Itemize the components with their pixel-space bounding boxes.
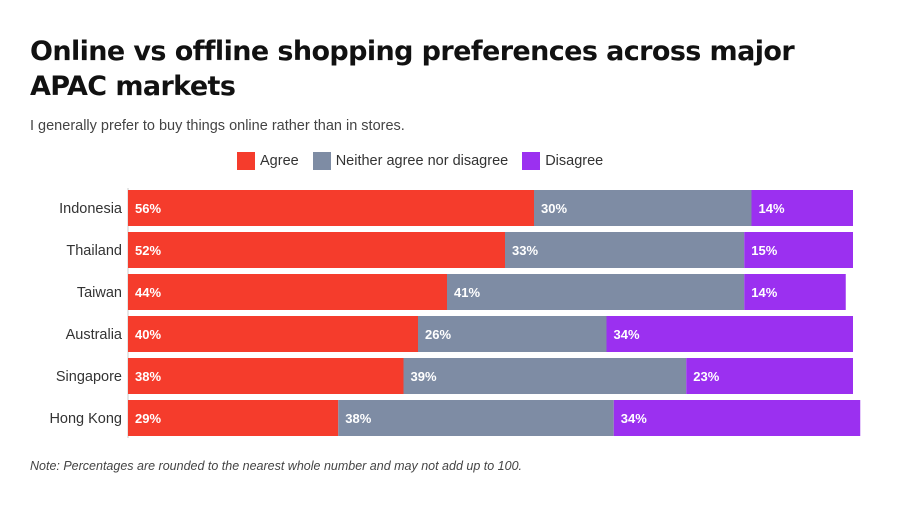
bar-agree-thailand xyxy=(128,232,505,268)
data-label-disagree-taiwan: 14% xyxy=(751,285,777,300)
bar-neither-hong-kong xyxy=(338,400,614,436)
chart-subtitle: I generally prefer to buy things online … xyxy=(30,118,405,134)
data-label-agree-singapore: 38% xyxy=(135,369,161,384)
bar-disagree-taiwan xyxy=(744,274,846,310)
legend-item-neither: Neither agree nor disagree xyxy=(312,152,509,170)
bar-disagree-indonesia xyxy=(751,190,853,226)
bar-agree-taiwan xyxy=(128,274,447,310)
data-label-neither-thailand: 33% xyxy=(512,243,538,258)
chart-title: Online vs offline shopping preferences a… xyxy=(30,36,795,102)
category-label-indonesia: Indonesia xyxy=(59,201,123,217)
legend-item-disagree: Disagree xyxy=(522,152,603,170)
bar-agree-indonesia xyxy=(128,190,534,226)
data-label-agree-taiwan: 44% xyxy=(135,285,161,300)
data-label-disagree-singapore: 23% xyxy=(693,369,719,384)
legend-swatch-agree xyxy=(237,152,255,170)
bar-neither-taiwan xyxy=(447,274,745,310)
legend-swatch-neither xyxy=(312,152,331,170)
category-label-singapore: Singapore xyxy=(56,369,122,385)
bar-neither-australia xyxy=(418,316,607,352)
category-label-taiwan: Taiwan xyxy=(77,285,122,301)
legend-label-disagree: Disagree xyxy=(545,153,604,169)
bar-disagree-australia xyxy=(606,316,853,352)
data-label-agree-thailand: 52% xyxy=(135,243,161,258)
category-label-hong-kong: Hong Kong xyxy=(49,411,122,427)
data-label-disagree-indonesia: 14% xyxy=(759,201,785,216)
data-label-neither-taiwan: 41% xyxy=(454,285,480,300)
data-label-agree-hong-kong: 29% xyxy=(135,411,161,426)
chart-note: Note: Percentages are rounded to the nea… xyxy=(30,459,522,473)
bar-neither-singapore xyxy=(403,358,687,394)
data-label-agree-australia: 40% xyxy=(135,327,161,342)
bar-disagree-singapore xyxy=(686,358,853,394)
data-label-neither-hong-kong: 38% xyxy=(345,411,371,426)
legend-label-neither: Neither agree nor disagree xyxy=(335,153,509,169)
data-label-agree-indonesia: 56% xyxy=(135,201,161,216)
bar-agree-hong-kong xyxy=(128,400,339,436)
data-label-disagree-thailand: 15% xyxy=(751,243,777,258)
bar-neither-thailand xyxy=(505,232,745,268)
data-label-neither-australia: 26% xyxy=(425,327,451,342)
legend-label-agree: Agree xyxy=(260,153,299,169)
legend-swatch-disagree xyxy=(522,152,541,170)
legend-item-agree: Agree xyxy=(237,152,299,170)
legend: Agree Neither agree nor disagree Disagre… xyxy=(237,152,617,170)
category-label-australia: Australia xyxy=(66,327,123,343)
data-label-disagree-hong-kong: 34% xyxy=(621,411,647,426)
data-label-neither-indonesia: 30% xyxy=(541,201,567,216)
bar-agree-singapore xyxy=(128,358,404,394)
bar-disagree-thailand xyxy=(744,232,853,268)
category-label-thailand: Thailand xyxy=(66,243,122,259)
data-label-disagree-australia: 34% xyxy=(614,327,640,342)
data-label-neither-singapore: 39% xyxy=(411,369,437,384)
bar-neither-indonesia xyxy=(534,190,752,226)
bar-agree-australia xyxy=(128,316,418,352)
bar-disagree-hong-kong xyxy=(613,400,861,436)
